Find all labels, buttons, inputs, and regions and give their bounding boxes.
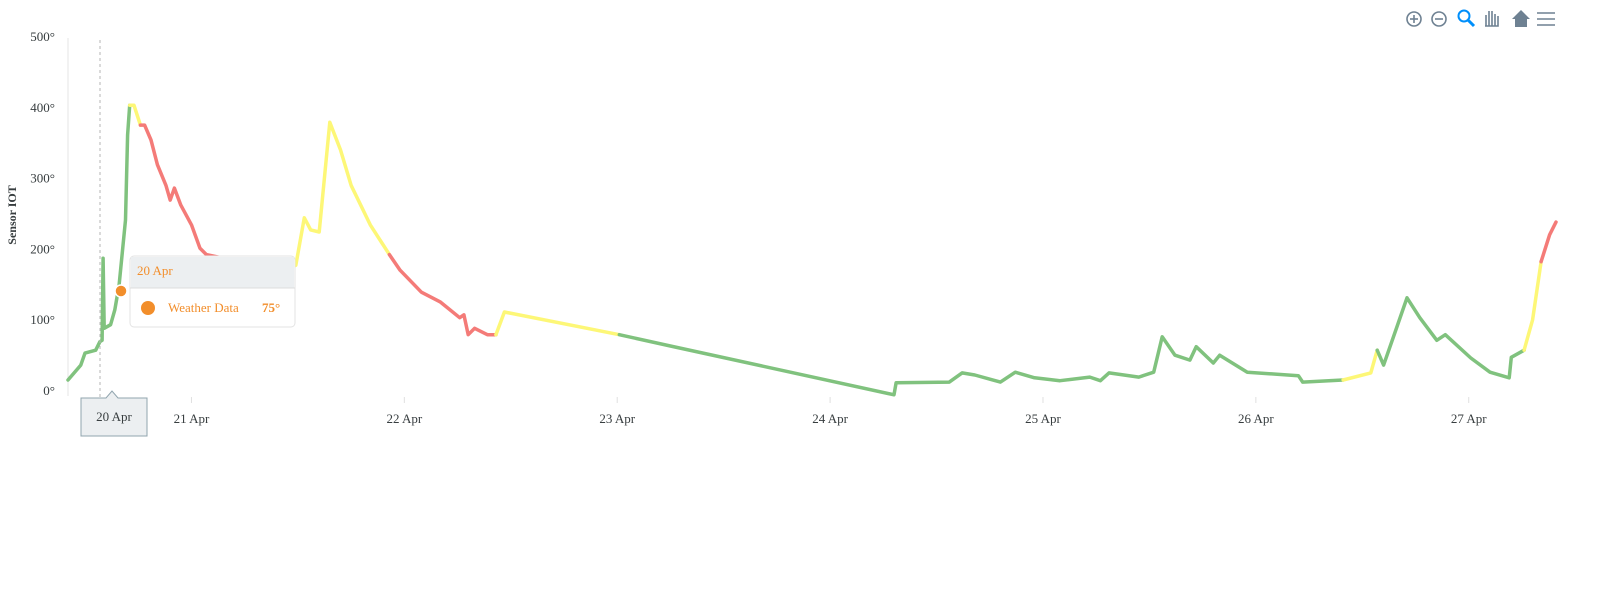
line-segment: [1341, 348, 1379, 382]
reset-button[interactable]: [1512, 10, 1530, 27]
plot-area: [66, 103, 1558, 397]
line-segment: [1539, 220, 1558, 264]
crosshair-label: 20 Apr: [96, 409, 132, 424]
line-segment: [138, 123, 243, 264]
line-segment: [1522, 259, 1543, 352]
zoom-in-button[interactable]: [1406, 11, 1422, 27]
zoom-out-button[interactable]: [1431, 11, 1447, 27]
line-segment: [494, 310, 622, 337]
tooltip-value: 75°: [262, 300, 280, 315]
crosshair-label-box: 20 Apr: [80, 390, 148, 437]
y-tick-label: 100°: [30, 312, 55, 327]
tooltip-header: [131, 257, 294, 288]
line-segment: [238, 120, 392, 270]
x-tick-label: 26 Apr: [1238, 411, 1274, 426]
x-tick-label: 22 Apr: [386, 411, 422, 426]
tooltip-title: 20 Apr: [137, 263, 173, 278]
hover-marker: [114, 284, 128, 298]
zoom-select-button[interactable]: [1457, 9, 1476, 28]
y-tick-label: 0°: [43, 383, 55, 398]
tooltip-marker: [141, 301, 155, 315]
x-tick-label: 25 Apr: [1025, 411, 1061, 426]
y-tick-label: 400°: [30, 100, 55, 115]
x-tick-label: 21 Apr: [174, 411, 210, 426]
line-segment: [387, 252, 498, 337]
line-segment: [66, 103, 132, 382]
y-tick-label: 200°: [30, 241, 55, 256]
menu-button[interactable]: [1537, 12, 1555, 26]
x-tick-label: 27 Apr: [1451, 411, 1487, 426]
line-segment: [617, 332, 1345, 397]
x-tick-label: 24 Apr: [812, 411, 848, 426]
crosshair-box: [80, 390, 148, 437]
pan-button[interactable]: [1485, 11, 1499, 27]
tooltip-series-name: Weather Data: [168, 300, 239, 315]
tooltip: 20 Apr Weather Data 75°: [129, 255, 296, 328]
y-axis-title: Sensor IOT: [5, 185, 19, 244]
line-segment: [1375, 296, 1526, 380]
y-tick-label: 300°: [30, 171, 55, 186]
line-segment: [127, 103, 143, 127]
x-tick-label: 23 Apr: [599, 411, 635, 426]
y-tick-label: 500°: [30, 29, 55, 44]
toolbar: [1406, 9, 1555, 28]
